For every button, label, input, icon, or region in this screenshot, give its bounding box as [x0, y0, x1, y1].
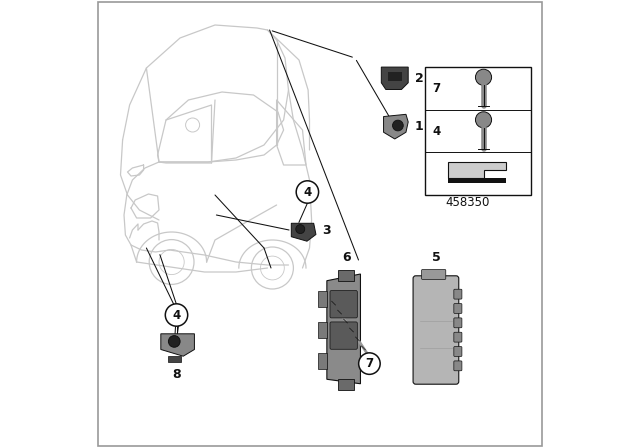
Circle shape: [296, 181, 319, 203]
Text: 4: 4: [433, 125, 440, 138]
Text: 1: 1: [415, 120, 424, 133]
Text: 4: 4: [303, 185, 312, 198]
Circle shape: [296, 224, 305, 233]
Text: 7: 7: [365, 357, 374, 370]
Polygon shape: [168, 356, 181, 362]
FancyBboxPatch shape: [454, 347, 462, 357]
FancyBboxPatch shape: [425, 67, 531, 195]
Polygon shape: [161, 334, 195, 356]
FancyBboxPatch shape: [454, 332, 462, 342]
Text: 3: 3: [323, 224, 332, 237]
Circle shape: [358, 353, 380, 375]
FancyBboxPatch shape: [454, 304, 462, 314]
Circle shape: [165, 304, 188, 326]
Text: 4: 4: [172, 309, 180, 322]
Text: 458350: 458350: [445, 196, 490, 209]
Polygon shape: [338, 270, 354, 281]
Circle shape: [392, 120, 403, 131]
FancyBboxPatch shape: [454, 361, 462, 371]
Polygon shape: [448, 163, 506, 178]
Polygon shape: [383, 114, 408, 139]
Polygon shape: [388, 72, 403, 82]
FancyBboxPatch shape: [454, 318, 462, 328]
Polygon shape: [318, 291, 327, 307]
Text: 2: 2: [415, 72, 424, 85]
Polygon shape: [448, 178, 506, 184]
Polygon shape: [291, 223, 316, 241]
Polygon shape: [338, 379, 354, 391]
FancyBboxPatch shape: [413, 276, 459, 384]
FancyBboxPatch shape: [330, 291, 357, 318]
Text: 6: 6: [342, 251, 351, 264]
Text: 8: 8: [172, 368, 181, 381]
Polygon shape: [327, 274, 360, 384]
FancyBboxPatch shape: [422, 270, 446, 280]
Circle shape: [476, 112, 492, 128]
Text: 5: 5: [431, 251, 440, 264]
Circle shape: [168, 336, 180, 347]
FancyBboxPatch shape: [454, 289, 462, 299]
Circle shape: [476, 69, 492, 86]
Polygon shape: [318, 353, 327, 370]
Polygon shape: [318, 322, 327, 338]
Text: 7: 7: [433, 82, 440, 95]
FancyBboxPatch shape: [330, 322, 357, 349]
Polygon shape: [381, 67, 408, 90]
